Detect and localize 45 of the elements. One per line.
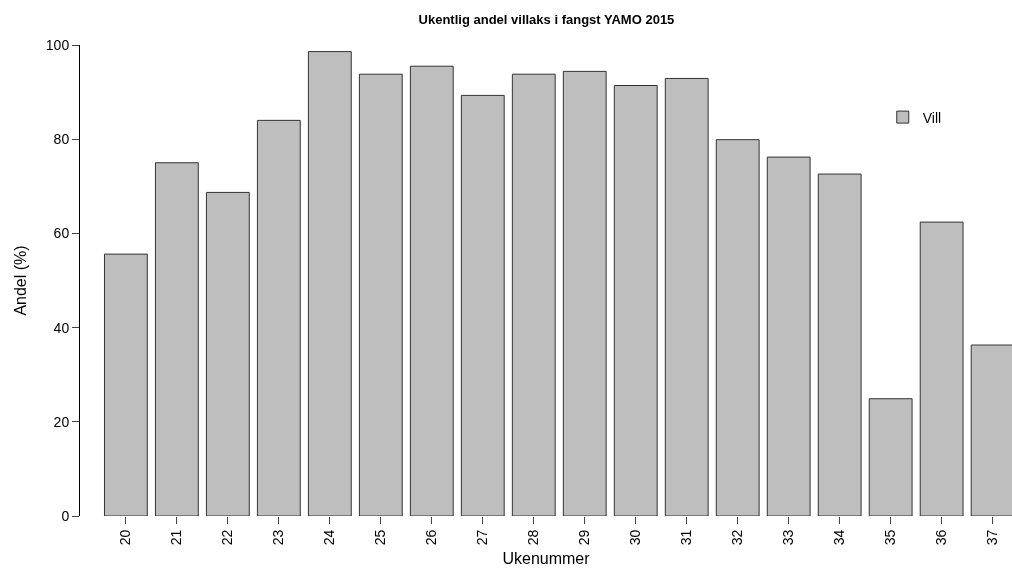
x-tick-label: 30: [627, 529, 644, 546]
x-tick-label: 20: [117, 529, 134, 546]
x-tick-label: 37: [984, 529, 1001, 546]
y-tick-label: 0: [61, 507, 70, 524]
y-axis-title: Andel (%): [11, 245, 29, 316]
bar: [460, 94, 505, 516]
x-tick-label: 35: [882, 529, 899, 546]
bar: [613, 85, 658, 516]
x-tick-label: 31: [678, 529, 695, 546]
bar: [103, 253, 148, 516]
bar: [511, 73, 556, 516]
y-tick-label: 80: [53, 131, 70, 148]
y-tick-label: 40: [53, 319, 70, 336]
bar: [256, 119, 301, 516]
x-tick-label: 32: [729, 529, 746, 546]
y-tick-label: 100: [45, 36, 70, 53]
y-tick-label: 20: [53, 413, 70, 430]
bar: [664, 77, 709, 516]
bar: [154, 162, 199, 516]
x-axis-title: Ukenummer: [502, 549, 591, 567]
bar: [868, 398, 913, 516]
bar: [766, 156, 811, 516]
x-tick-label: 21: [168, 529, 185, 546]
x-tick-label: 26: [423, 529, 440, 546]
chart-title: Ukentlig andel villaks i fangst YAMO 2015: [418, 11, 675, 27]
x-tick-label: 23: [270, 529, 287, 546]
x-tick-label: 36: [933, 529, 950, 546]
bar: [358, 73, 403, 516]
x-tick-label: 24: [321, 529, 338, 546]
bar: [409, 65, 454, 516]
bar: [919, 221, 964, 516]
x-tick-label: 28: [525, 529, 542, 546]
legend-label: Vill: [922, 109, 942, 126]
bar: [715, 139, 760, 516]
x-tick-label: 34: [831, 529, 848, 546]
x-tick-label: 22: [219, 529, 236, 546]
bar: [205, 191, 250, 516]
x-tick-label: 27: [474, 529, 491, 546]
bar: [562, 70, 607, 516]
bar: [307, 51, 352, 516]
bar: [817, 173, 862, 516]
y-tick-label: 60: [53, 225, 70, 242]
x-tick-label: 29: [576, 529, 593, 546]
x-tick-label: 33: [780, 529, 797, 546]
x-tick-label: 25: [372, 529, 389, 546]
